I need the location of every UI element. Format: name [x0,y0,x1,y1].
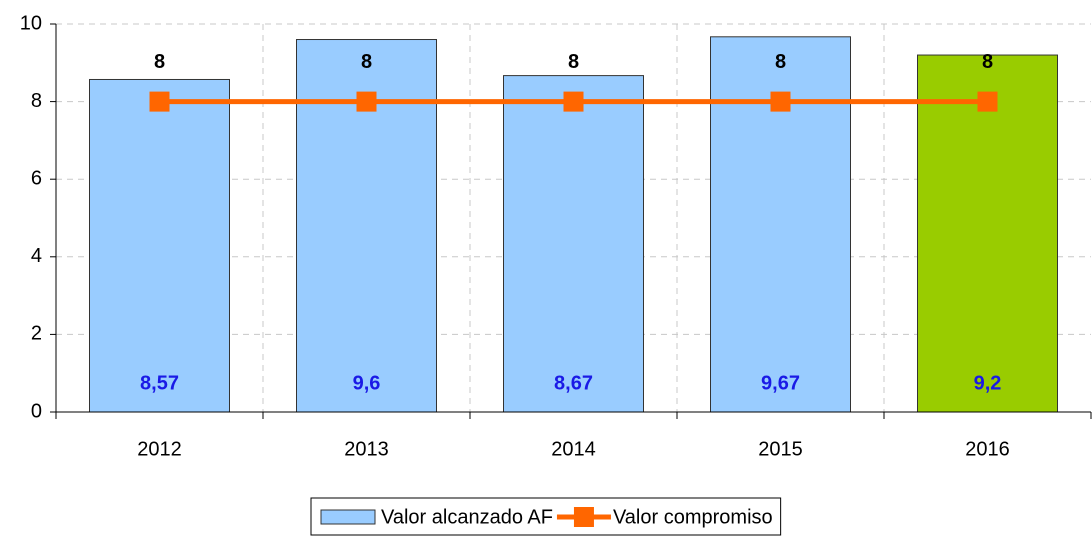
bar [503,75,644,413]
bar-value-label: 9,2 [974,372,1002,394]
bar [89,78,230,413]
y-tick-label: 2 [31,323,42,345]
bar-value-label: 8,67 [554,372,593,394]
legend-box [310,497,782,536]
line-value-label: 8 [154,51,165,73]
legend-label: Valor compromiso [613,506,773,528]
line-marker [356,91,377,112]
line-value-label: 8 [775,51,786,73]
line-marker [563,91,584,112]
line-marker [149,91,170,112]
line-marker [977,91,998,112]
bar [917,54,1058,413]
line-marker [770,91,791,112]
x-tick-label: 2015 [758,438,803,460]
bar-value-label: 9,67 [761,372,800,394]
legend-marker [573,507,594,527]
line-value-label: 8 [361,51,372,73]
line-value-label: 8 [568,51,579,73]
x-tick-label: 2016 [965,438,1010,460]
x-tick-label: 2013 [344,438,389,460]
legend-swatch [320,509,376,525]
bar-value-label: 8,57 [140,372,179,394]
y-tick-label: 4 [31,245,42,267]
x-tick-label: 2012 [137,438,182,460]
y-tick-label: 8 [31,90,42,112]
y-tick-label: 6 [31,167,42,189]
y-tick-label: 0 [31,400,42,422]
bar-value-label: 9,6 [353,372,381,394]
line-value-label: 8 [982,51,993,73]
x-tick-label: 2014 [551,438,596,460]
y-tick-label: 10 [20,12,42,34]
legend: Valor alcanzado AF Valor compromiso [310,497,782,536]
legend-label: Valor alcanzado AF [381,506,553,528]
